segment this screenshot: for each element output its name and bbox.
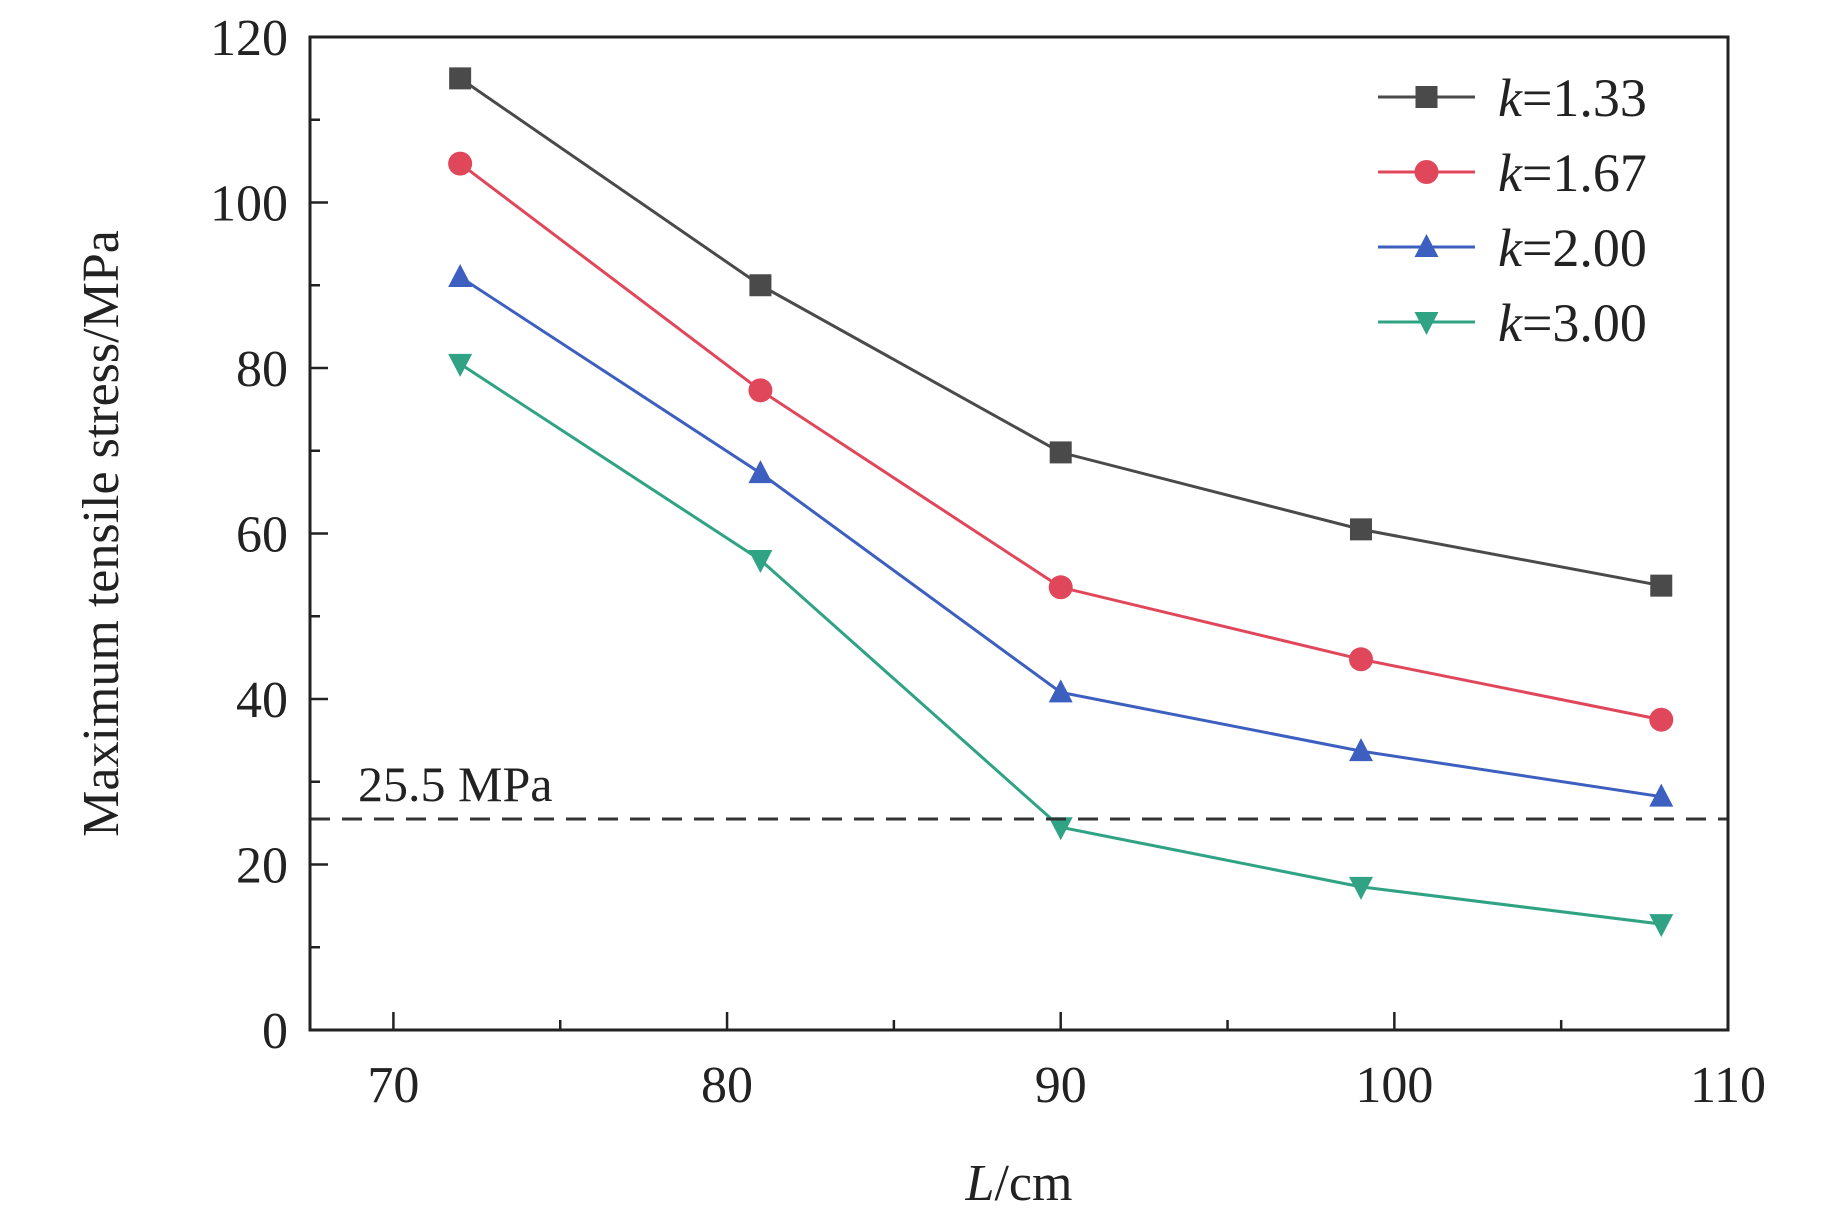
y-tick-label: 100	[210, 176, 288, 233]
legend-k-value: =2.00	[1522, 218, 1647, 278]
series-layer	[448, 67, 1674, 938]
triangle-down-data-point	[1348, 876, 1373, 900]
legend-triangle-down-marker	[1414, 312, 1439, 335]
x-tick-label: 80	[701, 1057, 753, 1114]
triangle-up-data-point	[448, 263, 473, 287]
y-tick-label: 80	[236, 341, 288, 398]
series-group	[449, 67, 1673, 597]
triangle-down-data-point	[1649, 914, 1674, 938]
circle-data-point	[1348, 647, 1373, 672]
legend-k-symbol: k	[1498, 218, 1523, 278]
y-tick-label: 20	[236, 838, 288, 895]
triangle-up-data-point	[1649, 783, 1674, 807]
y-tick-label: 60	[236, 507, 288, 564]
triangle-down-data-point	[748, 549, 773, 573]
x-axis-title: L/cm	[965, 1155, 1073, 1212]
legend: k=1.33k=1.67k=2.00k=3.00	[1378, 68, 1647, 353]
legend-k-value: =3.00	[1522, 293, 1647, 353]
x-tick-label: 110	[1690, 1057, 1766, 1114]
legend-k-symbol: k	[1498, 68, 1523, 128]
y-axis-title: Maximum tensile stress/MPa	[73, 230, 130, 837]
x-tick-label: 100	[1355, 1057, 1433, 1114]
y-tick-label: 120	[210, 10, 288, 67]
circle-data-point	[448, 151, 473, 176]
series-line	[459, 77, 1662, 588]
circle-data-point	[1048, 575, 1073, 600]
square-data-point	[1650, 574, 1673, 597]
legend-label: k=1.33	[1498, 68, 1647, 128]
series-group	[448, 353, 1674, 938]
triangle-up-data-point	[1048, 679, 1073, 703]
square-data-point	[1349, 518, 1372, 541]
square-data-point	[1049, 441, 1072, 464]
legend-label: k=1.67	[1498, 143, 1647, 203]
legend-label: k=2.00	[1498, 218, 1647, 278]
legend-circle-marker	[1414, 160, 1439, 184]
legend-item: k=1.33	[1378, 68, 1647, 128]
circle-data-point	[1649, 707, 1674, 732]
y-tick-label: 0	[262, 1003, 288, 1060]
legend-item: k=2.00	[1378, 218, 1647, 278]
reference-line-label: 25.5 MPa	[358, 756, 552, 812]
legend-label: k=3.00	[1498, 293, 1647, 353]
triangle-up-data-point	[748, 460, 773, 484]
x-tick-label: 90	[1035, 1057, 1087, 1114]
legend-square-marker	[1415, 86, 1438, 108]
circle-data-point	[748, 378, 773, 403]
y-axis-ticks: 0 20 40 60 80 100 120	[210, 10, 328, 1060]
triangle-up-data-point	[1348, 738, 1373, 762]
legend-k-symbol: k	[1498, 143, 1523, 203]
series-group	[448, 263, 1674, 807]
legend-triangle-up-marker	[1414, 234, 1439, 257]
square-data-point	[749, 274, 772, 297]
x-axis-title-unit: /cm	[994, 1155, 1072, 1212]
legend-k-value: =1.67	[1522, 143, 1647, 203]
legend-item: k=1.67	[1378, 143, 1647, 203]
triangle-down-data-point	[448, 353, 473, 377]
y-tick-label: 40	[236, 672, 288, 729]
legend-k-symbol: k	[1498, 293, 1523, 353]
reference-layer: 25.5 MPa	[310, 756, 1728, 821]
legend-item: k=3.00	[1378, 293, 1647, 353]
series-group	[448, 151, 1674, 732]
x-axis-ticks: 70 80 90 100 110	[367, 1012, 1766, 1114]
square-data-point	[449, 67, 472, 90]
legend-k-value: =1.33	[1522, 68, 1647, 128]
axes: 70 80 90 100 110 0 20 40 60 80 100 120 L/cm Maximu…	[73, 10, 1766, 1212]
x-tick-label: 70	[367, 1057, 419, 1114]
series-line	[459, 275, 1662, 799]
x-axis-title-symbol: L	[965, 1155, 995, 1212]
triangle-down-data-point	[1048, 817, 1073, 841]
